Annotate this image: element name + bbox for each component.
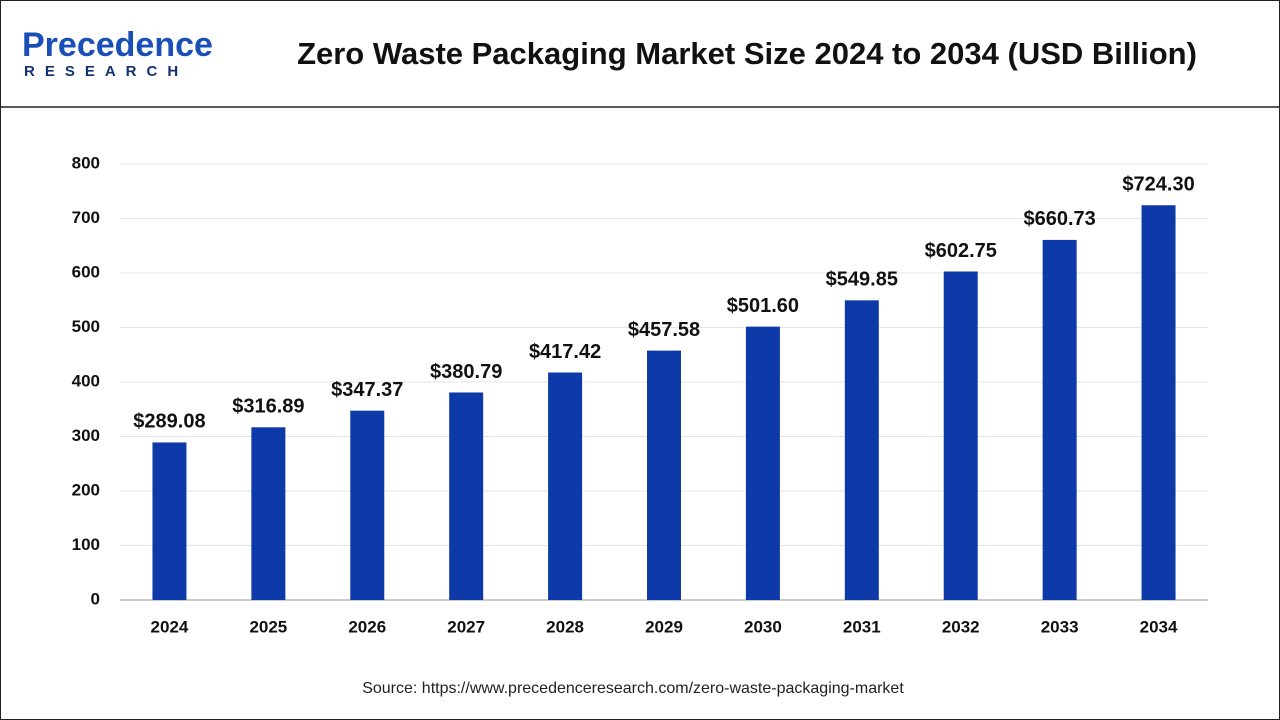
logo-tagline: RESEARCH — [24, 63, 188, 80]
logo-name: Precedence — [22, 26, 213, 64]
x-tick-label: 2027 — [447, 617, 485, 636]
source-note: Source: https://www.precedenceresearch.c… — [362, 680, 904, 697]
chart-title: Zero Waste Packaging Market Size 2024 to… — [297, 36, 1197, 71]
x-tick-label: 2034 — [1140, 617, 1178, 636]
y-tick-label: 500 — [72, 317, 100, 336]
y-tick-label: 400 — [72, 371, 100, 390]
value-label: $660.73 — [1023, 208, 1095, 230]
value-label: $724.30 — [1122, 174, 1194, 196]
bar — [251, 427, 286, 600]
y-tick-label: 700 — [72, 208, 100, 227]
bar — [647, 350, 681, 600]
value-label: $316.89 — [232, 396, 304, 418]
bar — [449, 392, 484, 600]
bar — [844, 300, 879, 600]
x-tick-label: 2029 — [645, 617, 683, 636]
x-tick-label: 2032 — [942, 617, 980, 636]
value-label: $457.58 — [628, 319, 700, 341]
value-label: $380.79 — [430, 361, 502, 383]
value-label: $347.37 — [331, 379, 403, 401]
bar — [943, 271, 978, 600]
x-tick-label: 2031 — [843, 617, 881, 636]
y-tick-label: 200 — [72, 480, 100, 499]
y-tick-label: 0 — [91, 589, 100, 608]
value-label: $549.85 — [826, 269, 898, 291]
value-label: $501.60 — [727, 295, 799, 317]
y-tick-label: 800 — [72, 153, 100, 172]
x-tick-label: 2030 — [744, 617, 782, 636]
bar — [152, 442, 187, 600]
bar — [548, 372, 583, 600]
value-label: $602.75 — [925, 240, 997, 262]
value-label: $289.08 — [133, 411, 205, 433]
y-tick-label: 300 — [72, 426, 100, 445]
bar — [745, 326, 780, 600]
x-tick-label: 2025 — [249, 617, 287, 636]
value-label: $417.42 — [529, 341, 601, 363]
bar — [350, 410, 385, 600]
bar — [1141, 205, 1176, 600]
bar — [1042, 239, 1077, 600]
x-tick-label: 2026 — [348, 617, 386, 636]
y-tick-label: 600 — [72, 262, 100, 281]
x-tick-label: 2028 — [546, 617, 584, 636]
x-tick-label: 2024 — [151, 617, 189, 636]
x-tick-label: 2033 — [1041, 617, 1079, 636]
y-tick-label: 100 — [72, 535, 100, 554]
